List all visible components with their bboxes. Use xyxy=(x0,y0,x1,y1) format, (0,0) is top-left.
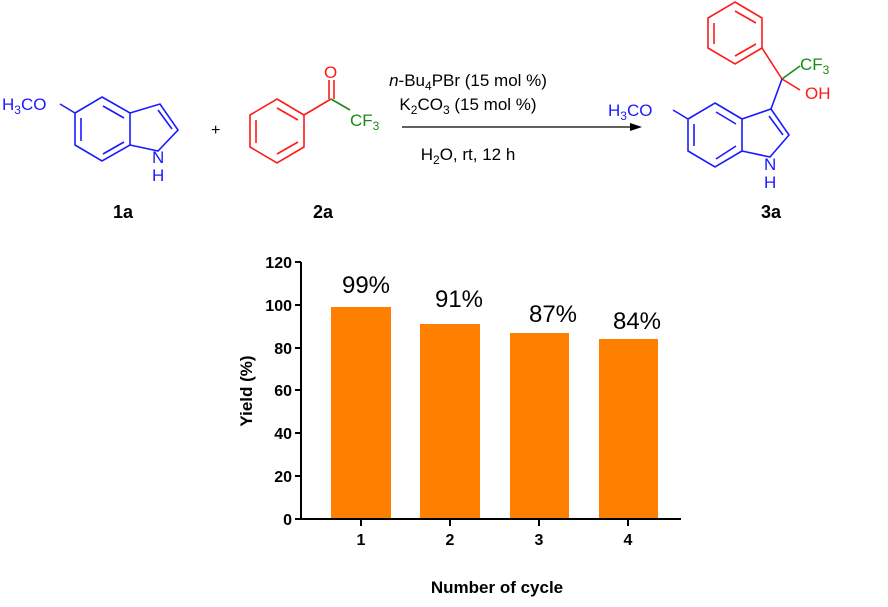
label-3a: 3a xyxy=(761,202,782,222)
reaction-arrow-head-icon xyxy=(630,123,642,131)
product-3a xyxy=(672,1,801,168)
reactant-2a xyxy=(249,80,335,164)
y-axis-title: Yield (%) xyxy=(237,355,256,426)
nh-h-3a: H xyxy=(764,173,776,192)
label-2a: 2a xyxy=(313,202,334,222)
x-ticks xyxy=(360,519,629,526)
x-tick-label-2: 2 xyxy=(446,532,455,549)
data-label-cycle-4: 84% xyxy=(613,308,661,335)
nh-n-3a: N xyxy=(764,155,776,174)
x-tick-label-4: 4 xyxy=(624,532,633,549)
data-label-cycle-1: 99% xyxy=(342,272,390,299)
bar-cycle-2 xyxy=(420,324,480,519)
bar-cycle-4 xyxy=(599,339,658,519)
condition-base: K2CO3 (15 mol %) xyxy=(399,95,536,117)
y-tick-label-120: 120 xyxy=(265,255,292,272)
nh-h-1a: H xyxy=(152,166,164,185)
cf3-label-2a: CF3 xyxy=(350,111,380,133)
data-label-cycle-2: 91% xyxy=(435,286,483,313)
label-1a: 1a xyxy=(113,202,134,222)
y-tick-label-20: 20 xyxy=(274,469,292,486)
bar-cycle-3 xyxy=(510,333,569,519)
plus-sign: + xyxy=(211,122,220,139)
reactant-1a xyxy=(59,96,180,162)
y-tick-label-60: 60 xyxy=(274,383,292,400)
cf3-bond-2a xyxy=(330,98,351,111)
carbonyl-o-label: O xyxy=(324,63,337,82)
y-ticks xyxy=(295,261,301,520)
bar-cycle-1 xyxy=(331,307,391,519)
x-tick-label-3: 3 xyxy=(535,532,544,549)
y-tick-label-40: 40 xyxy=(274,426,292,443)
h3co-label-3a: H3CO xyxy=(608,101,652,123)
data-label-cycle-3: 87% xyxy=(529,301,577,328)
condition-catalyst: n-Bu4PBr (15 mol %) xyxy=(389,71,547,93)
x-axis-title: Number of cycle xyxy=(431,578,563,597)
x-tick-label-1: 1 xyxy=(357,532,366,549)
condition-solvent: H2O, rt, 12 h xyxy=(421,145,516,167)
yield-bar-chart: 120 100 80 60 40 20 0 1 2 3 4 99% 91% 87… xyxy=(237,255,681,597)
oh-label-3a: OH xyxy=(805,84,831,103)
y-tick-label-0: 0 xyxy=(283,512,292,529)
h3co-label-1a: H3CO xyxy=(2,95,46,117)
y-tick-label-80: 80 xyxy=(274,341,292,358)
nh-n-1a: N xyxy=(152,148,164,167)
y-tick-label-100: 100 xyxy=(265,298,292,315)
cf3-label-3a: CF3 xyxy=(800,55,830,77)
